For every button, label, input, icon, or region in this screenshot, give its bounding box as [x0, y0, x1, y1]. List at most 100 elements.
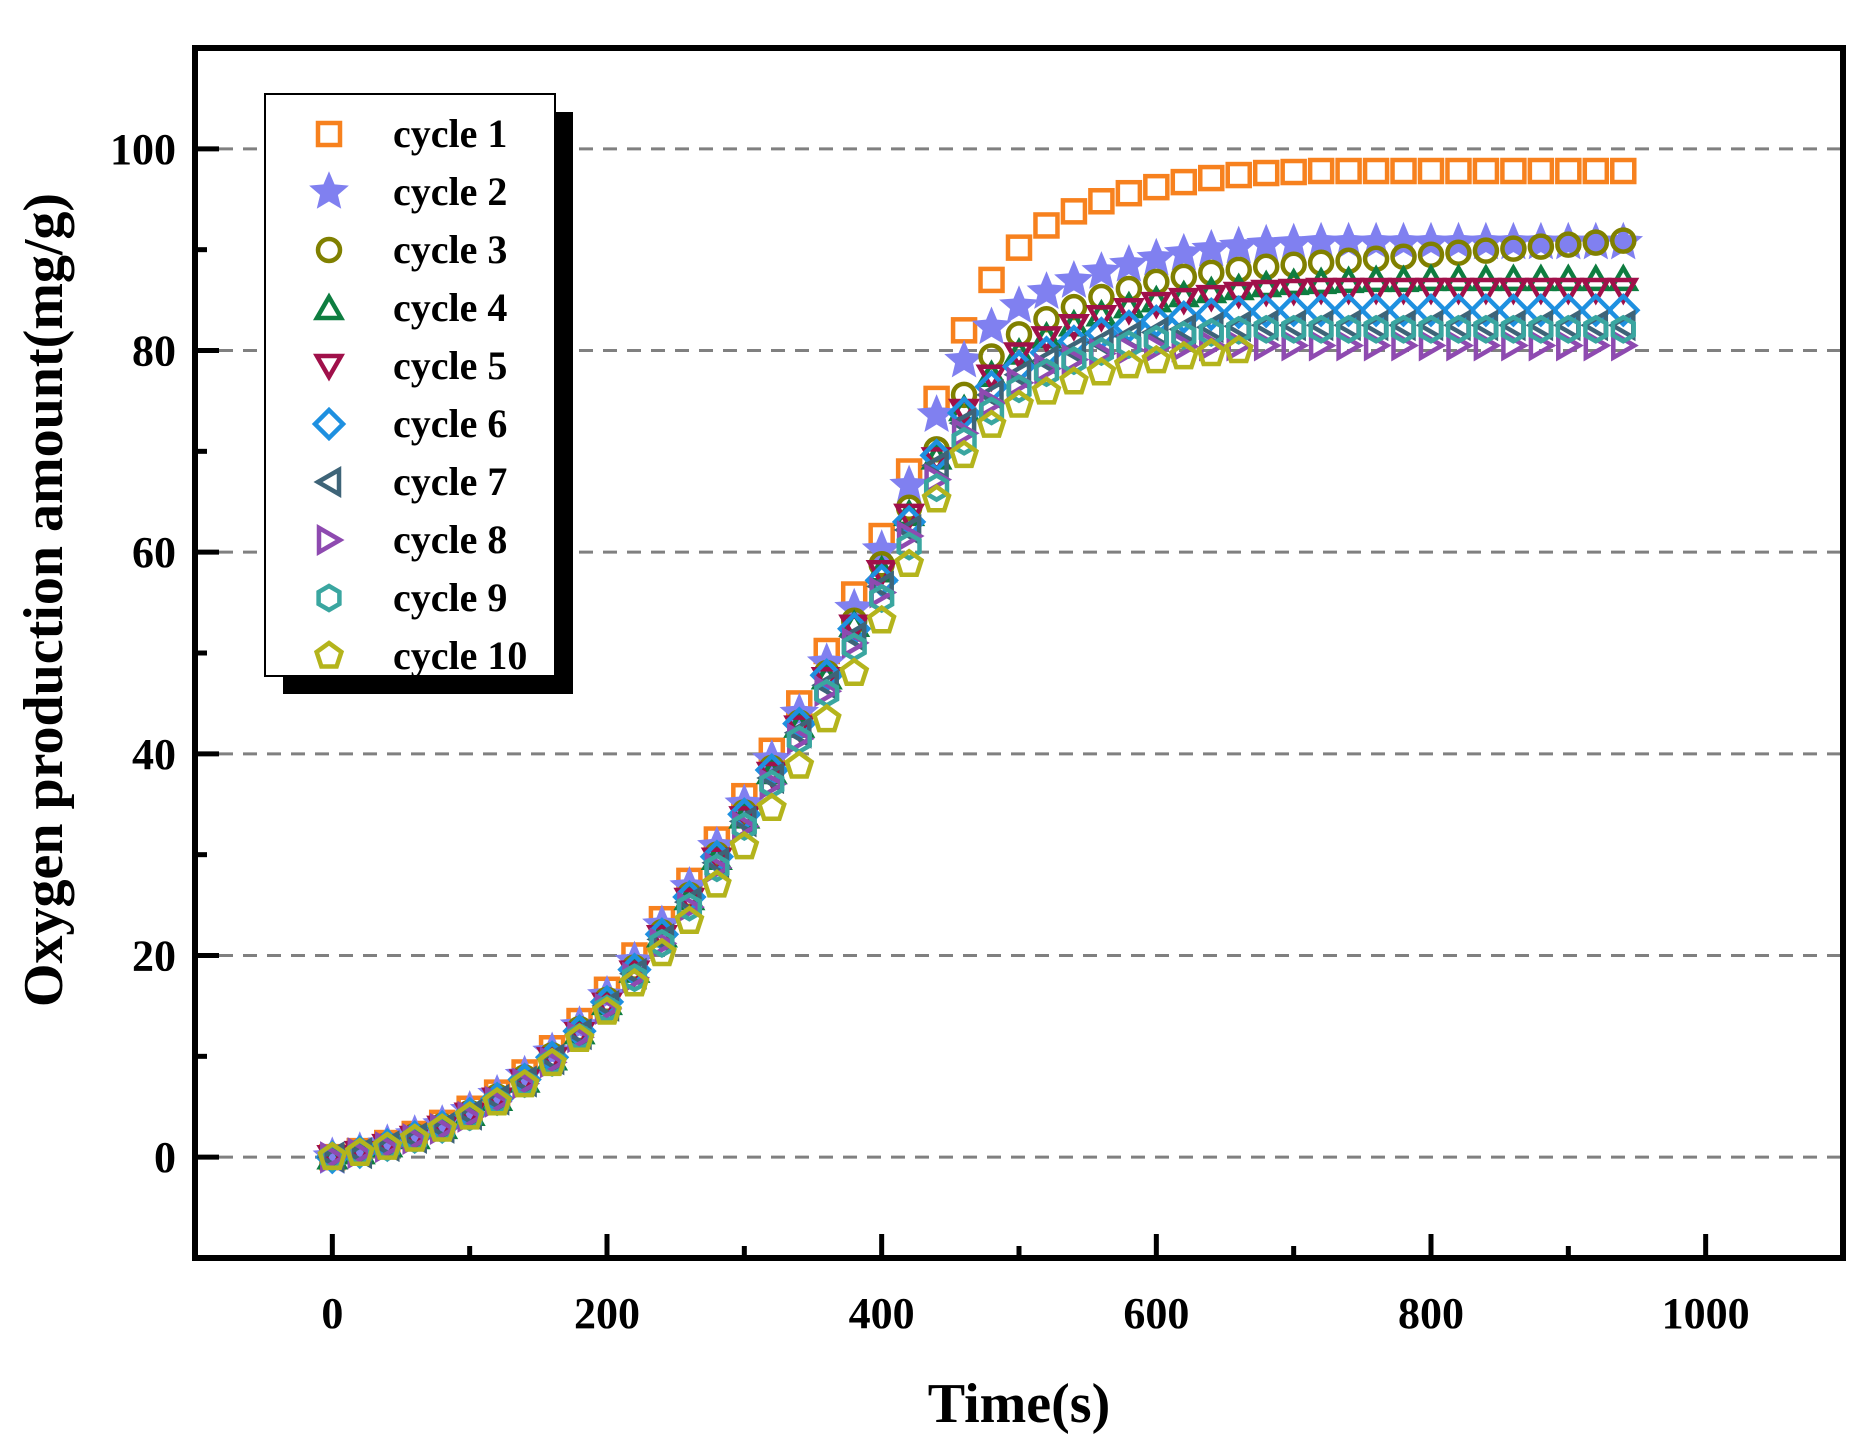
data-point: [1417, 157, 1445, 185]
data-point: [509, 1068, 540, 1098]
legend-marker: [315, 120, 343, 148]
data-point: [1054, 259, 1094, 298]
data-point: [1003, 342, 1035, 371]
x-tick-label: 400: [849, 1289, 915, 1338]
data-point: [1359, 277, 1393, 306]
data-point: [756, 792, 787, 822]
data-point: [1112, 297, 1145, 326]
data-point: [1170, 168, 1198, 196]
data-point: [1442, 277, 1475, 306]
data-point: [564, 1023, 595, 1052]
data-point: [646, 937, 677, 967]
legend-label: cycle 8: [393, 517, 507, 562]
data-point: [621, 963, 648, 993]
y-tick-label: 0: [154, 1133, 176, 1182]
data-point: [1607, 277, 1640, 306]
data-point: [1305, 277, 1338, 306]
legend-label: cycle 1: [393, 111, 507, 156]
data-point: [950, 317, 978, 344]
data-point: [919, 438, 954, 473]
data-point: [701, 869, 732, 898]
data-point: [1500, 235, 1527, 262]
data-point: [889, 464, 929, 503]
data-point: [1277, 278, 1310, 307]
data-point: [1610, 314, 1636, 344]
data-point: [1524, 277, 1557, 306]
legend-label: cycle 4: [393, 285, 507, 330]
data-point: [1086, 356, 1117, 386]
legend-entry: cycle 8: [316, 517, 507, 562]
data-point: [1582, 229, 1610, 256]
data-point: [1390, 157, 1417, 185]
data-point: [372, 1131, 403, 1160]
axis-ticks: 0 200 400 600 800 1000 0 20 40 60 80 100: [110, 45, 1750, 1338]
data-point: [1001, 349, 1037, 384]
data-point: [1250, 279, 1283, 308]
y-tick-label: 100: [110, 125, 176, 174]
data-point: [1610, 227, 1637, 254]
legend-marker: [313, 353, 345, 382]
legend-entry: cycle 7: [313, 459, 507, 504]
data-point: [950, 381, 978, 409]
data-point: [1061, 346, 1087, 376]
data-point: [1058, 334, 1087, 367]
data-point: [672, 879, 707, 915]
legend-entry: cycle 6: [311, 401, 507, 446]
legend-label: cycle 6: [393, 401, 507, 446]
data-point: [1527, 157, 1555, 185]
y-tick-label: 80: [132, 327, 176, 376]
legend-entry: cycle 9: [316, 575, 507, 620]
legend-marker: [315, 236, 343, 264]
data-point: [427, 1113, 458, 1142]
legend-label: cycle 2: [393, 169, 507, 214]
x-tick-label: 200: [574, 1289, 640, 1338]
data-point: [1116, 329, 1142, 360]
legend-marker: [316, 583, 342, 613]
data-point: [866, 604, 897, 634]
data-point: [811, 703, 842, 733]
data-point: [1006, 374, 1032, 404]
data-point: [1143, 324, 1169, 354]
data-point: [1003, 389, 1035, 418]
data-point: [974, 369, 1009, 404]
legend-label: cycle 3: [393, 227, 507, 272]
data-point: [1555, 231, 1582, 258]
data-point: [1026, 271, 1067, 309]
data-point: [1552, 277, 1585, 306]
y-tick-label: 40: [132, 730, 176, 779]
legend-entry: cycle 3: [315, 227, 507, 272]
y-tick-label: 20: [132, 932, 176, 981]
data-point: [454, 1101, 485, 1130]
data-point: [1280, 158, 1307, 186]
data-point: [1198, 317, 1224, 347]
data-point: [1473, 314, 1499, 344]
y-tick-label: 60: [132, 528, 176, 577]
x-tick-label: 600: [1123, 1289, 1189, 1338]
data-point: [784, 750, 815, 779]
data-point: [1136, 237, 1177, 276]
data-point: [1500, 157, 1527, 185]
data-point: [1363, 314, 1389, 344]
data-point: [971, 306, 1012, 345]
series-cycle-10: [317, 334, 1254, 1170]
data-point: [1171, 320, 1197, 350]
data-point: [704, 853, 730, 883]
legend-label: cycle 5: [393, 343, 507, 388]
legend-entry: cycle 10: [313, 633, 527, 678]
data-point: [838, 620, 867, 653]
data-point: [1115, 179, 1143, 207]
data-point: [1140, 291, 1173, 320]
legend-marker: [309, 171, 349, 209]
data-point: [921, 483, 952, 513]
data-point: [1163, 232, 1204, 271]
data-point: [1085, 304, 1118, 333]
data-point: [839, 657, 870, 686]
x-tick-label: 800: [1398, 1289, 1464, 1338]
data-point: [649, 928, 675, 958]
data-point: [923, 473, 950, 503]
x-tick-label: 1000: [1662, 1289, 1750, 1338]
data-point: [1167, 287, 1200, 316]
series-layer: [312, 157, 1644, 1175]
x-axis-title: Time(s): [928, 1373, 1111, 1435]
